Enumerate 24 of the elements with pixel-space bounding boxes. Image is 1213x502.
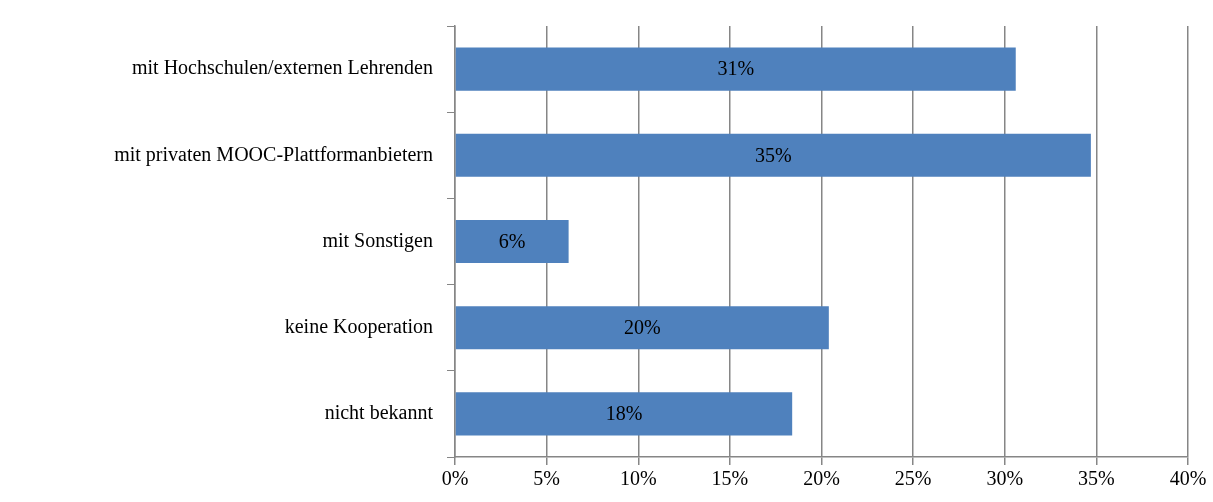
y-tick-label: mit Sonstigen bbox=[322, 228, 433, 252]
x-tick-label: 20% bbox=[803, 467, 840, 490]
bar bbox=[455, 306, 829, 350]
bar bbox=[455, 133, 1091, 177]
data-label: 20% bbox=[623, 315, 661, 338]
x-tick-label: 25% bbox=[894, 467, 932, 490]
data-label: 31% bbox=[717, 57, 755, 80]
x-tick-label: 5% bbox=[533, 467, 560, 490]
y-tick-label: mit Hochschulen/externen Lehrenden bbox=[132, 56, 433, 79]
y-tick-label: keine Kooperation bbox=[284, 314, 433, 338]
bar bbox=[455, 47, 1016, 91]
x-tick-label: 30% bbox=[986, 467, 1024, 490]
y-tick-label: nicht bekannt bbox=[324, 401, 434, 424]
x-tick-label: 10% bbox=[619, 467, 657, 490]
x-tick-label: 35% bbox=[1078, 467, 1115, 490]
x-tick-label: 15% bbox=[711, 467, 749, 490]
bar bbox=[455, 219, 569, 264]
bar bbox=[455, 392, 793, 436]
data-label: 6% bbox=[498, 229, 526, 252]
data-label: 35% bbox=[754, 143, 792, 166]
y-tick-label: mit privaten MOOC-Plattformanbietern bbox=[114, 142, 433, 166]
data-label: 18% bbox=[605, 402, 643, 425]
x-tick-label: 0% bbox=[441, 467, 469, 490]
x-tick-label: 40% bbox=[1169, 467, 1207, 490]
